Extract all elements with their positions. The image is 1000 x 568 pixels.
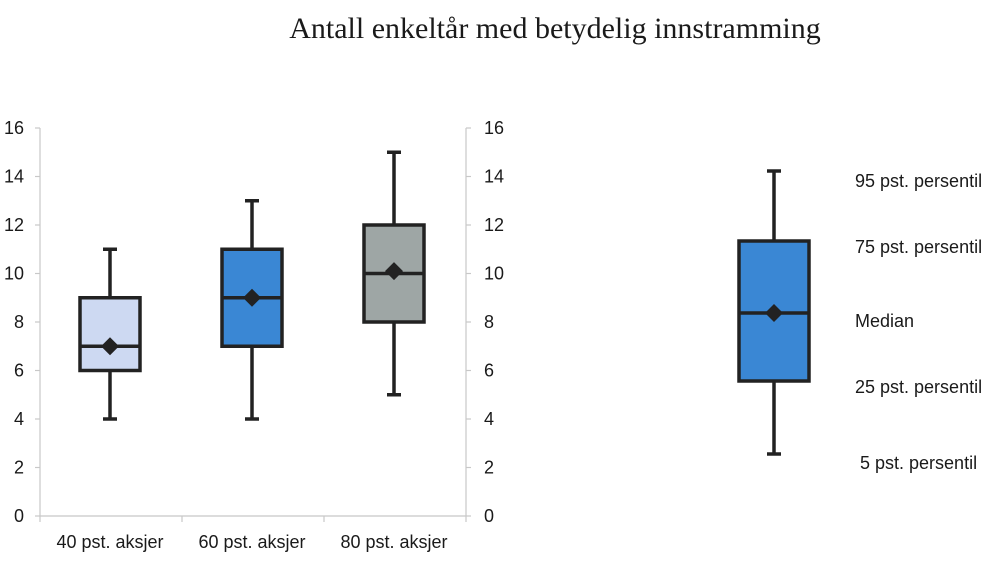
legend-label-p75: 75 pst. persentil: [855, 237, 982, 257]
chart-title: Antall enkeltår med betydelig innstrammi…: [289, 12, 821, 45]
y-tick-label-left: 4: [14, 409, 24, 429]
y-tick-label-left: 14: [4, 167, 24, 187]
y-tick-label-right: 16: [484, 118, 504, 138]
legend: 95 pst. persentil 75 pst. persentil Medi…: [737, 169, 982, 473]
y-tick-label-right: 10: [484, 264, 504, 284]
box-3-mean-marker: [385, 262, 403, 281]
y-tick-label-right: 14: [484, 167, 504, 187]
y-tick-label-right: 2: [484, 458, 494, 478]
legend-label-median: Median: [855, 311, 914, 331]
y-tick-label-left: 6: [14, 361, 24, 381]
y-tick-label-left: 2: [14, 458, 24, 478]
legend-label-p5: 5 pst. persentil: [860, 453, 977, 473]
x-tick-label: 40 pst. aksjer: [56, 532, 163, 552]
y-tick-label-left: 10: [4, 264, 24, 284]
y-tick-label-left: 16: [4, 118, 24, 138]
y-tick-label-right: 6: [484, 361, 494, 381]
y-tick-label-left: 12: [4, 215, 24, 235]
y-tick-label-right: 0: [484, 506, 494, 526]
y-tick-label-right: 8: [484, 312, 494, 332]
x-tick-label: 60 pst. aksjer: [198, 532, 305, 552]
legend-label-p25: 25 pst. persentil: [855, 377, 982, 397]
y-tick-label-left: 0: [14, 506, 24, 526]
box-2-mean-marker: [243, 288, 261, 307]
legend-box: [737, 169, 811, 456]
box-1-mean-marker: [101, 337, 119, 356]
y-tick-label-right: 4: [484, 409, 494, 429]
x-tick-label: 80 pst. aksjer: [340, 532, 447, 552]
legend-mean-marker: [765, 304, 783, 322]
box-1-box: [78, 296, 142, 373]
axes-layer: 0 0 2 2 4 4 6 6 8 8 10 10 12 12 14 14 16 16 40 pst. aksjer…: [4, 118, 504, 552]
y-tick-label-left: 8: [14, 312, 24, 332]
y-tick-label-right: 12: [484, 215, 504, 235]
boxes-layer: [78, 150, 426, 421]
legend-label-p95: 95 pst. persentil: [855, 171, 982, 191]
